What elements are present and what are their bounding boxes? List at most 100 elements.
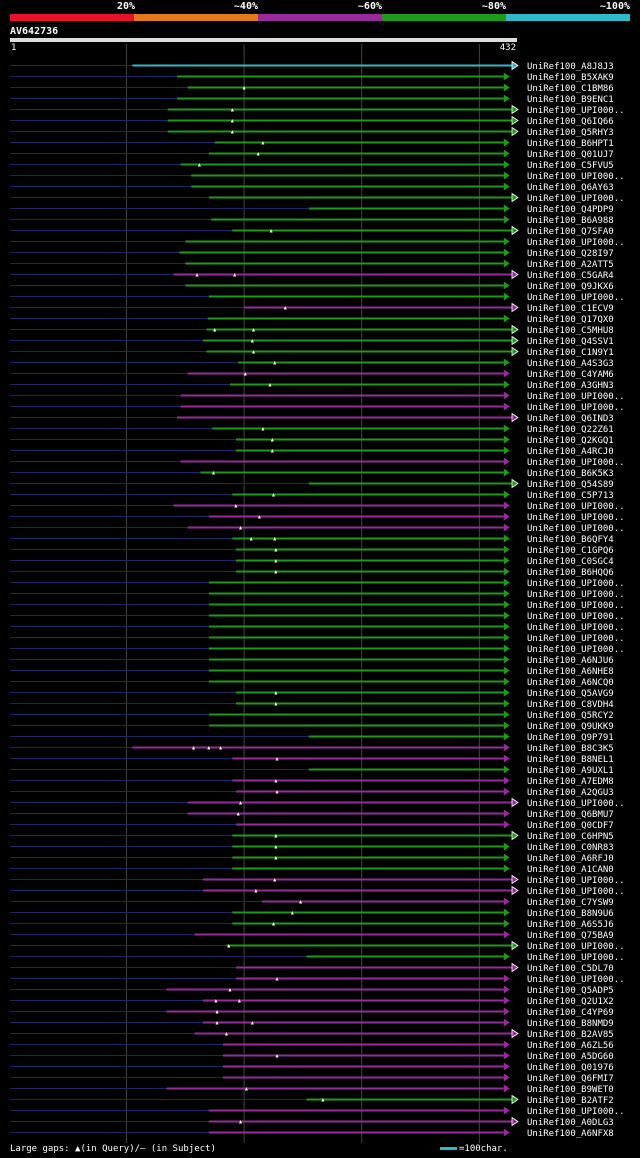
hit-arrowhead	[503, 457, 510, 466]
pct-label-20: 20%	[116, 1, 135, 12]
hit-label: UniRef100_Q2U1X2	[527, 997, 614, 1007]
hit-arrowhead	[511, 830, 519, 841]
hit-arrowhead	[511, 302, 519, 313]
hit-label: UniRef100_Q17QX0	[527, 315, 614, 325]
hit-arrowhead	[511, 962, 519, 973]
hit-arrowhead	[503, 622, 510, 631]
gap-marker	[274, 856, 278, 860]
hit-arrowhead	[503, 589, 510, 598]
hit-arrowhead	[503, 864, 510, 873]
hit-arrowhead	[503, 83, 510, 92]
hit-label: UniRef100_UPI000..	[527, 293, 625, 303]
gap-marker	[268, 383, 272, 387]
scale-segment-2	[134, 14, 258, 21]
hit-label: UniRef100_C1ECV9	[527, 304, 614, 314]
hit-label: UniRef100_Q5ADP5	[527, 986, 614, 996]
hit-arrowhead	[503, 446, 510, 455]
hit-label: UniRef100_A6NCQ0	[527, 678, 614, 688]
gap-marker	[275, 790, 279, 794]
gap-marker	[249, 537, 253, 541]
hit-arrowhead	[503, 523, 510, 532]
hit-arrowhead	[503, 721, 510, 730]
hit-arrowhead	[511, 940, 519, 951]
hit-label: UniRef100_UPI000..	[527, 887, 625, 897]
hit-arrowhead	[503, 149, 510, 158]
hit-label: UniRef100_Q6IQ66	[527, 117, 614, 127]
hit-arrowhead	[503, 556, 510, 565]
hit-label: UniRef100_A3GHN3	[527, 381, 614, 391]
gap-marker	[234, 504, 238, 508]
hit-label: UniRef100_A8J8J3	[527, 62, 614, 72]
hit-label: UniRef100_A7EDM8	[527, 777, 614, 787]
hit-arrowhead	[503, 688, 510, 697]
gap-marker	[215, 1010, 219, 1014]
hit-arrowhead	[503, 1007, 510, 1016]
hit-label: UniRef100_Q01976	[527, 1063, 614, 1073]
hit-label: UniRef100_UPI000..	[527, 942, 625, 952]
hit-label: UniRef100_A6RFJ0	[527, 854, 614, 864]
hit-label: UniRef100_UPI000..	[527, 502, 625, 512]
hit-label: UniRef100_Q9UKK9	[527, 722, 614, 732]
gap-marker	[270, 449, 274, 453]
hit-label: UniRef100_Q9P791	[527, 733, 614, 743]
hit-arrowhead	[503, 809, 510, 818]
hit-label: UniRef100_Q22Z61	[527, 425, 614, 435]
hit-arrowhead	[503, 985, 510, 994]
hit-label: UniRef100_UPI000..	[527, 403, 625, 413]
gap-marker	[274, 691, 278, 695]
hit-label: UniRef100_C5DL70	[527, 964, 614, 974]
hit-label: UniRef100_UPI000..	[527, 645, 625, 655]
hit-arrowhead	[503, 908, 510, 917]
hit-label: UniRef100_Q4PDP9	[527, 205, 614, 215]
hit-arrowhead	[503, 468, 510, 477]
gap-marker	[261, 141, 265, 145]
hit-label: UniRef100_UPI000..	[527, 876, 625, 886]
hit-arrowhead	[503, 490, 510, 499]
hit-arrowhead	[503, 952, 510, 961]
gap-marker	[252, 350, 256, 354]
hit-arrowhead	[511, 335, 519, 346]
gap-marker	[261, 427, 265, 431]
hit-label: UniRef100_A4S3G3	[527, 359, 614, 369]
hit-arrowhead	[503, 512, 510, 521]
hit-arrowhead	[511, 1028, 519, 1039]
hit-label: UniRef100_UPI000..	[527, 513, 625, 523]
hit-arrowhead	[503, 677, 510, 686]
gap-marker	[283, 306, 287, 310]
hit-arrowhead	[503, 919, 510, 928]
hit-arrowhead	[503, 1062, 510, 1071]
hit-label: UniRef100_C4YP69	[527, 1008, 614, 1018]
gap-marker	[274, 570, 278, 574]
hit-label: UniRef100_UPI000..	[527, 172, 625, 182]
hit-arrowhead	[511, 104, 519, 115]
scale-legend: =100char.	[440, 1144, 508, 1154]
hit-arrowhead	[503, 996, 510, 1005]
identity-color-scale	[10, 14, 630, 21]
hit-label: UniRef100_Q4SSV1	[527, 337, 614, 347]
hit-label: UniRef100_UPI000..	[527, 953, 625, 963]
legend: Large gaps: ▲(in Query)/— (in Subject)	[10, 1144, 216, 1154]
gap-marker	[214, 999, 218, 1003]
hit-arrowhead	[503, 435, 510, 444]
hit-arrowhead	[503, 1018, 510, 1027]
hit-arrowhead	[503, 633, 510, 642]
gap-marker	[224, 1032, 228, 1036]
hit-label: UniRef100_Q6IND3	[527, 414, 614, 424]
hit-label: UniRef100_B8NEL1	[527, 755, 614, 765]
hit-label: UniRef100_C0SGC4	[527, 557, 614, 567]
hit-arrowhead	[503, 534, 510, 543]
hit-arrowhead	[503, 655, 510, 664]
hit-arrowhead	[503, 391, 510, 400]
hit-label: UniRef100_Q28I97	[527, 249, 614, 259]
hit-label: UniRef100_B8NMD9	[527, 1019, 614, 1029]
hit-arrowhead	[503, 501, 510, 510]
hit-label: UniRef100_UPI000..	[527, 1107, 625, 1117]
hit-arrowhead	[511, 60, 519, 71]
hit-arrowhead	[511, 225, 519, 236]
hit-arrowhead	[503, 820, 510, 829]
hit-label: UniRef100_UPI000..	[527, 590, 625, 600]
gap-marker	[290, 911, 294, 915]
hit-arrowhead	[503, 369, 510, 378]
hit-arrowhead	[503, 974, 510, 983]
gap-marker	[239, 1120, 243, 1124]
